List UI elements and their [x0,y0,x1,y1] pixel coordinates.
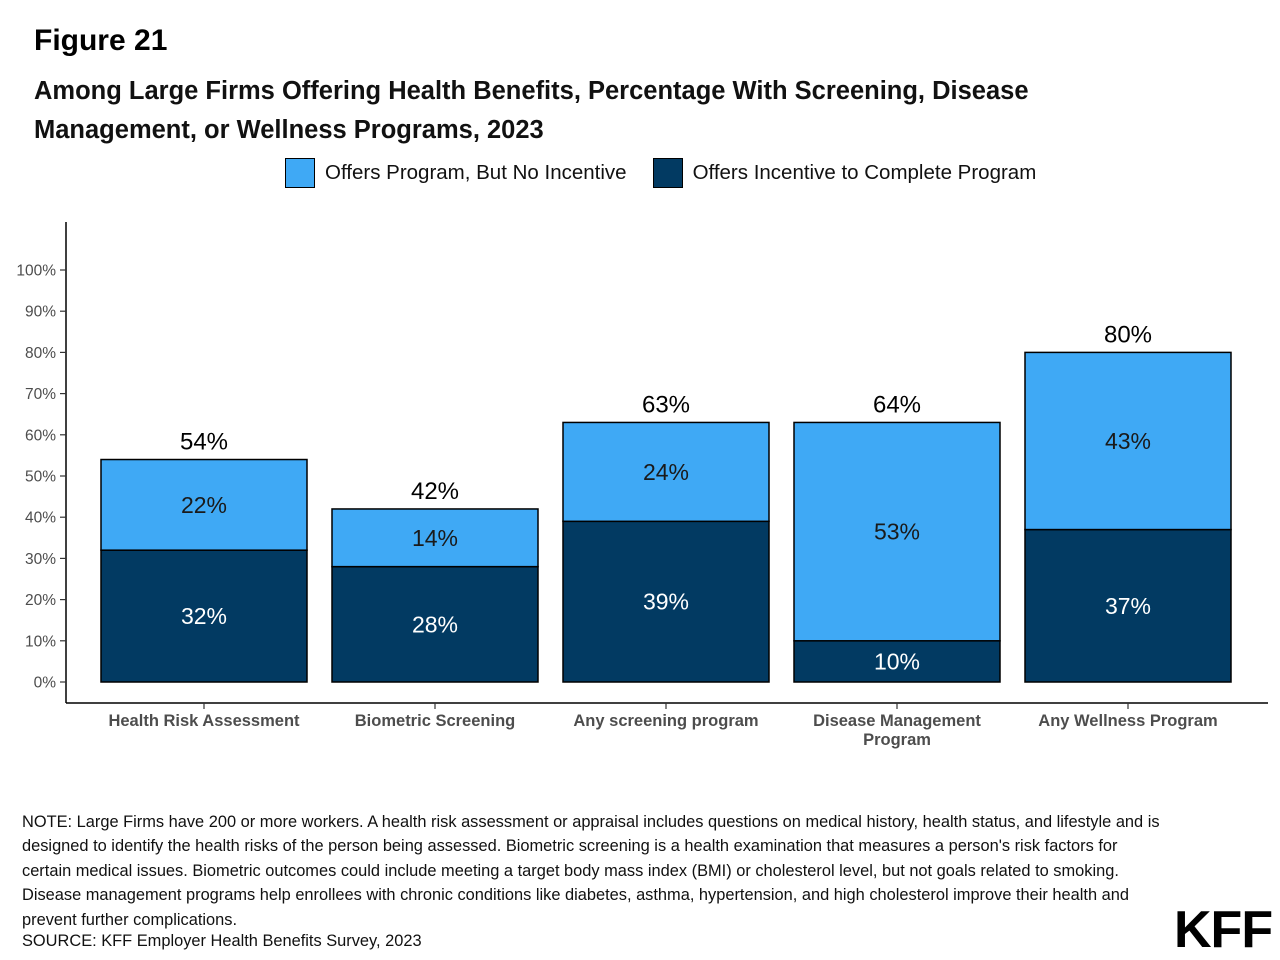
kff-logo: KFF [1174,901,1273,959]
bar-value-label: 14% [412,525,458,551]
bar-segment [793,640,1001,683]
stacked-bar-chart: 0% 10% 20% 30% 40% 50% 60% 70% 80% 90% 100% 32% 22% 5… [16,222,1268,749]
legend-item-no-incentive: Offers Program, But No Incentive [285,158,627,188]
bar-value-label: 32% [181,603,227,629]
y-tick-label: 90% [25,304,56,321]
legend-swatch-incentive [652,158,683,188]
x-tick-label: Health Risk Assessment [108,712,300,730]
x-tick-label: Any Wellness Program [1038,712,1217,730]
bar-value-label: 43% [1105,428,1151,454]
x-tick-label: Any screening program [573,712,758,730]
chart-legend: Offers Program, But No Incentive Offers … [285,158,1062,188]
bar-segment [562,520,770,683]
bar-total-label: 63% [642,391,690,418]
x-tick-label: Biometric Screening [355,712,515,730]
bar-total-label: 80% [1104,321,1152,348]
bar-total-label: 64% [873,391,921,418]
y-tick-label: 60% [25,427,56,444]
bar-segment [793,421,1001,642]
bar-value-label: 24% [643,459,689,485]
legend-swatch-no-incentive [285,158,315,188]
y-tick-label: 70% [25,386,56,403]
bar-segment [1024,528,1232,683]
bar-value-label: 37% [1105,593,1151,619]
y-tick-label: 10% [25,633,56,650]
y-tick-label: 30% [25,551,56,568]
x-tick-label: Program [863,731,931,749]
bar-total-label: 54% [180,429,228,456]
bar-value-label: 10% [874,648,920,674]
y-tick-label: 50% [25,469,56,486]
y-tick-label: 20% [25,592,56,609]
bar-segment [331,508,539,568]
bar-value-label: 53% [874,519,920,545]
legend-label-incentive: Offers Incentive to Complete Program [692,161,1037,184]
bar-segment [1024,351,1232,531]
source-note: SOURCE: KFF Employer Health Benefits Sur… [22,932,422,950]
y-tick-label: 0% [34,675,57,692]
bar-value-label: 39% [643,589,689,615]
bar-value-label: 22% [181,492,227,518]
chart-title: Among Large Firms Offering Health Benefi… [34,77,1029,144]
bar-segment [562,421,770,523]
y-tick-label: 80% [25,345,56,362]
legend-label-no-incentive: Offers Program, But No Incentive [325,161,627,184]
y-tick-label: 40% [25,510,56,527]
bar-segment [331,565,539,683]
bar-value-label: 28% [412,611,458,637]
bar-total-label: 42% [411,478,459,505]
figure-label: Figure 21 [34,24,168,57]
y-tick-label: 100% [16,263,56,280]
x-tick-label: Disease Management [813,712,981,730]
bar-segment [100,458,308,551]
legend-item-incentive: Offers Incentive to Complete Program [652,158,1037,188]
footnote: NOTE: Large Firms have 200 or more worke… [22,813,1160,929]
